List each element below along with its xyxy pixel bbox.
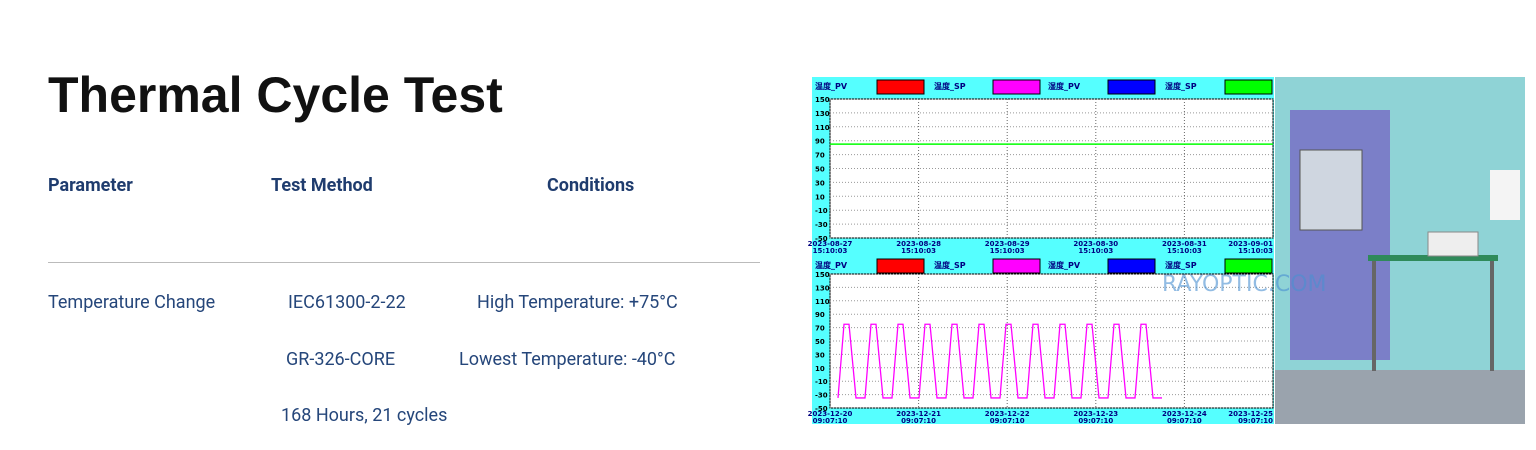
date-label: 2023-08-31 — [1162, 240, 1207, 248]
date-label: 2023-12-22 — [985, 410, 1030, 418]
legend-bar — [812, 77, 1274, 96]
y-tick-label: -10 — [815, 378, 828, 386]
table-header: Conditions — [547, 175, 635, 196]
legend-bar — [812, 256, 1274, 275]
y-tick-label: 90 — [815, 311, 825, 319]
watermark: RAYOPTIC.COM — [1162, 272, 1327, 297]
date-label: 2023-08-27 — [808, 240, 853, 248]
y-tick-label: -30 — [815, 221, 828, 229]
y-tick-label: 30 — [815, 351, 825, 359]
table-cell: IEC61300-2-22 — [288, 292, 406, 313]
legend-swatch — [1107, 258, 1156, 274]
time-label: 15:10:03 — [813, 247, 848, 255]
photo-table-leg — [1490, 261, 1494, 371]
legend-swatch — [1107, 79, 1156, 95]
legend-label: 温度_SP — [934, 81, 966, 91]
photo-table-leg — [1372, 261, 1376, 371]
time-label: 09:07:10 — [1238, 417, 1273, 425]
time-label: 15:10:03 — [1078, 247, 1113, 255]
date-label: 2023-08-28 — [896, 240, 941, 248]
y-tick-label: 110 — [815, 298, 830, 306]
y-tick-label: 50 — [815, 338, 825, 346]
y-tick-label: -50 — [815, 235, 828, 243]
photo-paper — [1490, 170, 1520, 220]
y-tick-label: -10 — [815, 207, 828, 215]
table-cell: Temperature Change — [48, 292, 216, 313]
legend-swatch — [876, 79, 925, 95]
time-label: 09:07:10 — [813, 417, 848, 425]
legend-swatch — [992, 79, 1041, 95]
legend-label: 湿度_PV — [1048, 81, 1081, 91]
photo-device — [1427, 231, 1479, 257]
date-label: 2023-09-01 — [1228, 240, 1273, 248]
photo-table — [1368, 255, 1498, 261]
table-cell: GR-326-CORE — [286, 349, 396, 370]
y-tick-label: -30 — [815, 392, 828, 400]
date-label: 2023-12-21 — [896, 410, 941, 418]
time-label: 15:10:03 — [1167, 247, 1202, 255]
y-tick-label: 70 — [815, 325, 825, 333]
y-tick-label: -50 — [815, 405, 828, 413]
legend-swatch — [992, 258, 1041, 274]
y-tick-label: 10 — [815, 193, 825, 201]
legend-swatch — [1224, 79, 1273, 95]
time-label: 15:10:03 — [990, 247, 1025, 255]
y-tick-label: 130 — [815, 284, 830, 292]
legend-label: 温度_PV — [815, 260, 848, 270]
time-label: 09:07:10 — [1078, 417, 1113, 425]
table-header: Parameter — [48, 175, 133, 196]
y-tick-label: 130 — [815, 110, 830, 118]
date-label: 2023-08-30 — [1073, 240, 1118, 248]
time-label: 15:10:03 — [901, 247, 936, 255]
y-tick-label: 150 — [815, 96, 830, 104]
date-label: 2023-12-25 — [1228, 410, 1273, 418]
y-tick-label: 50 — [815, 166, 825, 174]
y-tick-label: 70 — [815, 152, 825, 160]
divider — [48, 262, 760, 263]
date-label: 2023-12-20 — [808, 410, 853, 418]
y-tick-label: 10 — [815, 365, 825, 373]
legend-label: 湿度_SP — [1165, 260, 1197, 270]
cycle-line — [837, 323, 1162, 399]
table-cell: 168 Hours, 21 cycles — [281, 405, 448, 426]
y-tick-label: 30 — [815, 179, 825, 187]
time-label: 09:07:10 — [990, 417, 1025, 425]
y-tick-label: 110 — [815, 124, 830, 132]
y-tick-label: 90 — [815, 138, 825, 146]
time-label: 09:07:10 — [1167, 417, 1202, 425]
table-cell: Lowest Temperature: -40°C — [459, 349, 676, 370]
date-label: 2023-12-24 — [1162, 410, 1207, 418]
photo-floor — [1275, 370, 1525, 424]
time-label: 15:10:03 — [1238, 247, 1273, 255]
legend-label: 温度_PV — [815, 81, 848, 91]
page-title: Thermal Cycle Test — [48, 67, 503, 123]
legend-label: 湿度_PV — [1048, 260, 1081, 270]
y-tick-label: 150 — [815, 271, 830, 279]
legend-swatch — [876, 258, 925, 274]
date-label: 2023-08-29 — [985, 240, 1030, 248]
legend-swatch — [1224, 258, 1273, 274]
table-header: Test Method — [271, 175, 373, 196]
legend-label: 湿度_SP — [1165, 81, 1197, 91]
table-cell: High Temperature: +75°C — [477, 292, 678, 313]
time-label: 09:07:10 — [901, 417, 936, 425]
date-label: 2023-12-23 — [1073, 410, 1118, 418]
legend-label: 温度_SP — [934, 260, 966, 270]
photo-window — [1299, 149, 1363, 231]
